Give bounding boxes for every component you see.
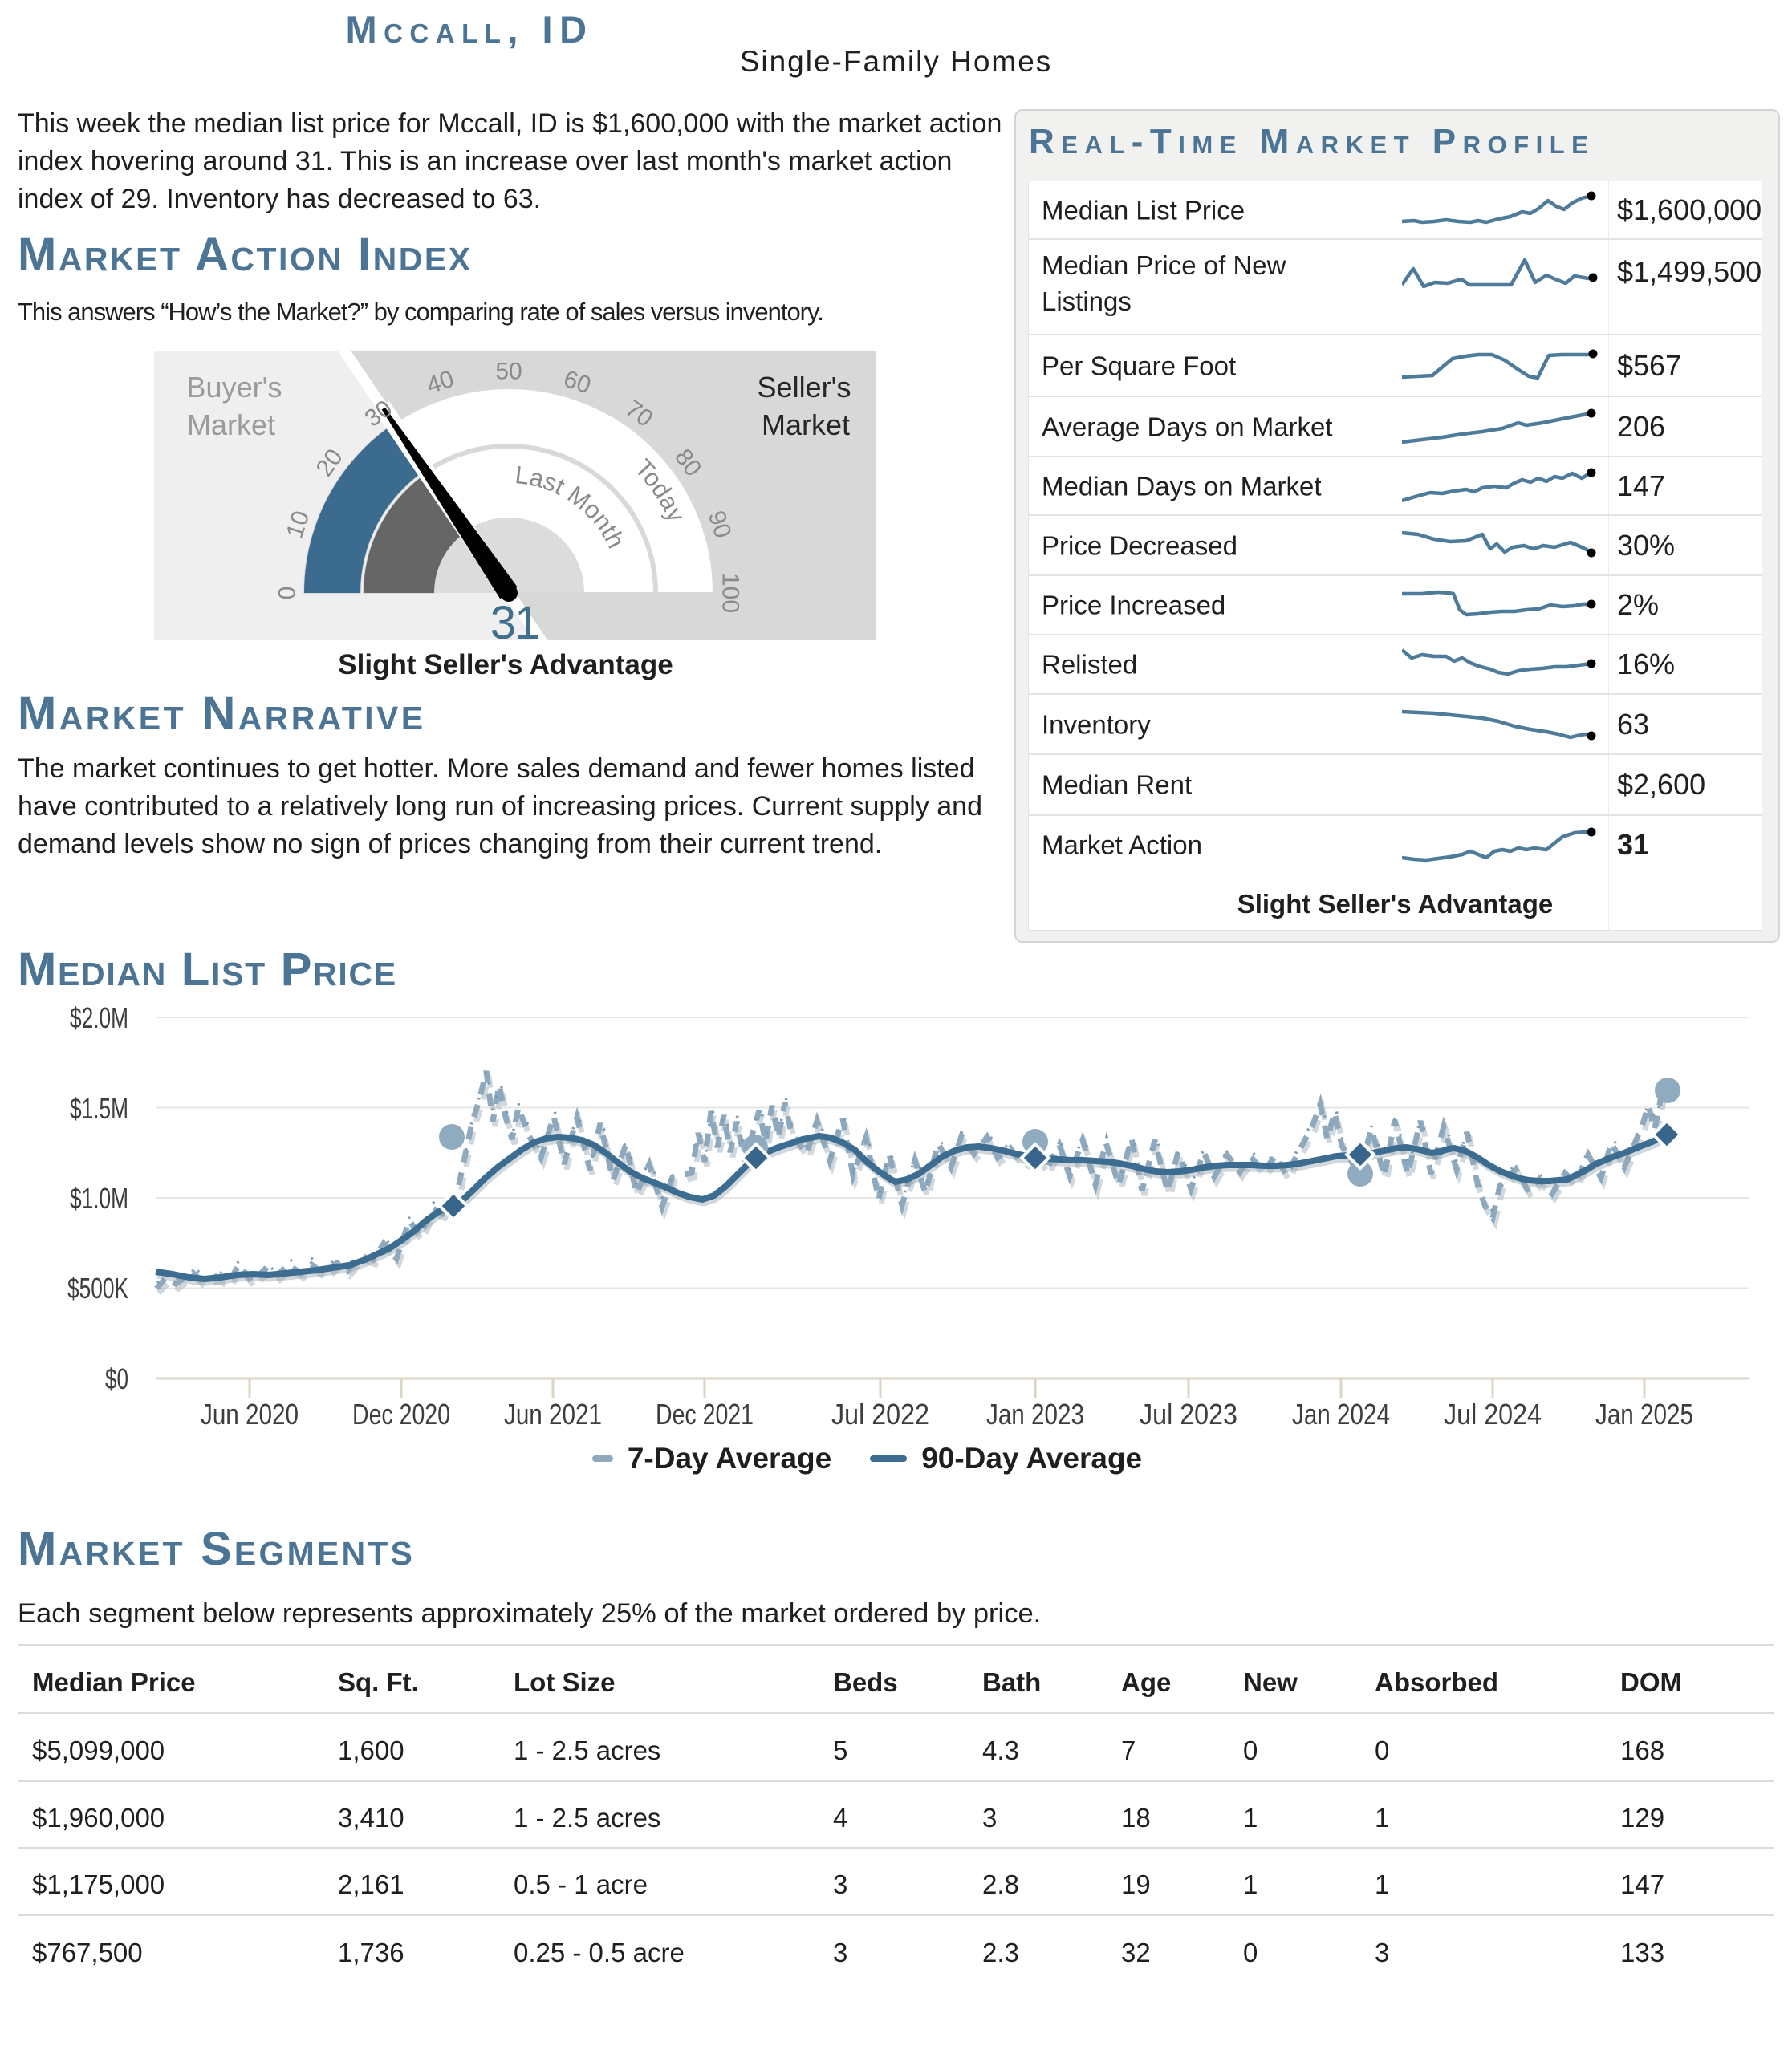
svg-text:Seller's: Seller's <box>758 371 851 404</box>
svg-text:31: 31 <box>490 597 539 640</box>
svg-text:Market: Market <box>762 408 850 441</box>
svg-text:$2.0M: $2.0M <box>70 1001 128 1034</box>
svg-text:Jan 2025: Jan 2025 <box>1595 1398 1693 1431</box>
svg-text:Jan 2023: Jan 2023 <box>986 1398 1084 1431</box>
svg-text:Jul 2024: Jul 2024 <box>1444 1398 1542 1431</box>
svg-text:$1.5M: $1.5M <box>70 1092 128 1125</box>
svg-text:Buyer's: Buyer's <box>187 371 282 404</box>
svg-text:$500K: $500K <box>67 1272 128 1305</box>
svg-text:Jun 2020: Jun 2020 <box>201 1398 299 1431</box>
svg-text:Jan 2024: Jan 2024 <box>1292 1398 1390 1431</box>
svg-text:Market: Market <box>187 408 275 441</box>
svg-text:$1.0M: $1.0M <box>70 1182 128 1215</box>
svg-text:0: 0 <box>274 587 301 600</box>
svg-text:Jul 2023: Jul 2023 <box>1140 1398 1237 1431</box>
svg-text:Dec 2020: Dec 2020 <box>352 1398 450 1431</box>
svg-text:Jul 2022: Jul 2022 <box>831 1398 929 1431</box>
svg-text:Jun 2021: Jun 2021 <box>504 1398 602 1431</box>
svg-text:$0: $0 <box>105 1362 128 1395</box>
svg-text:Dec 2021: Dec 2021 <box>656 1398 754 1431</box>
svg-text:100: 100 <box>717 573 744 613</box>
svg-text:50: 50 <box>495 359 522 385</box>
